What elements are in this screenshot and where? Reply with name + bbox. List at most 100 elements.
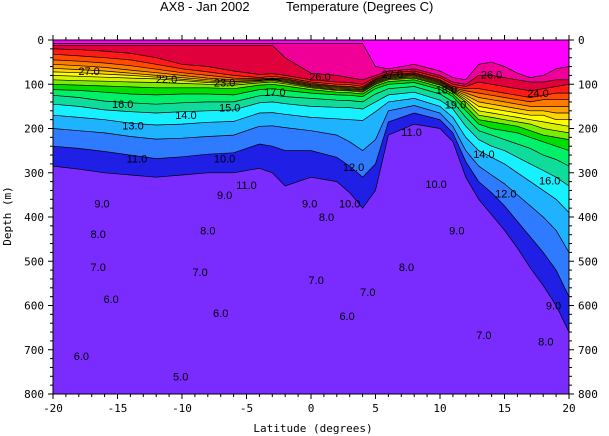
y-tick-label: 500: [24, 255, 44, 268]
isotherm-11c: [53, 112, 569, 297]
y-tick-label: 0: [37, 34, 44, 47]
contour-label-9-0: 9.0: [546, 301, 561, 313]
isotherm-25c: [53, 48, 569, 92]
isotherm-27c: [53, 43, 569, 81]
x-tick-label: -15: [108, 402, 128, 415]
contour-label-6-0: 6.0: [74, 351, 89, 363]
x-axis: -20 -15 -10 -5 0 5 10 15 20: [43, 35, 576, 415]
contour-label-16-0: 16.0: [539, 176, 560, 188]
contour-label-11-0: 11.0: [127, 154, 148, 166]
contour-label-27-0: 27.0: [382, 69, 403, 81]
y-tick-label: 200: [24, 123, 44, 136]
contour-label-5-0: 5.0: [173, 372, 188, 384]
band-above-27c: [53, 40, 569, 80]
isotherm-14c: [53, 91, 569, 187]
contour-label-7-0: 7.0: [192, 267, 207, 279]
y-tick-label-right: 500: [578, 255, 598, 268]
contour-label-9-0: 9.0: [94, 199, 109, 211]
y-tick-label: 300: [24, 167, 44, 180]
y-tick-label-right: 400: [578, 211, 598, 224]
contour-label-8-0: 8.0: [319, 212, 334, 224]
contour-label-13-0: 13.0: [122, 120, 143, 132]
contour-label-10-0: 10.0: [214, 154, 235, 166]
isotherm-22c: [53, 63, 569, 107]
contour-label-14-0: 14.0: [473, 149, 494, 161]
contour-label-10-0: 10.0: [339, 199, 360, 211]
x-tick-label: -20: [43, 402, 63, 415]
isotherm-20c: [53, 71, 569, 121]
isotherm-24c: [53, 53, 569, 98]
y-tick-label: 400: [24, 211, 44, 224]
x-tick-label: 20: [562, 402, 575, 415]
contour-label-8-0: 8.0: [91, 229, 106, 241]
x-tick-label: 5: [372, 402, 379, 415]
y-tick-label-right: 0: [578, 34, 585, 47]
contour-label-24-0: 24.0: [527, 88, 548, 100]
isotherm-17c: [53, 79, 569, 140]
contour-label-16-0: 16.0: [112, 99, 133, 111]
contour-label-14-0: 14.0: [175, 110, 196, 122]
y-tick-label-right: 100: [578, 78, 598, 91]
contour-labels: 27.0 22.0 23.0 17.0 26.0 27.0 26.0 24.0 18.0 19.0…: [74, 66, 561, 384]
x-axis-title: Latitude (degrees): [253, 422, 372, 435]
contour-label-12-0: 12.0: [343, 162, 364, 174]
y-axis-right: 0 100 200 300 400 500 600 700 800: [569, 34, 598, 401]
contour-label-6-0: 6.0: [103, 294, 118, 306]
x-tick-label: 10: [433, 402, 446, 415]
contour-label-7-0: 7.0: [360, 287, 375, 299]
isotherm-16c: [53, 82, 569, 151]
contour-label-8-0: 8.0: [200, 225, 215, 237]
isotherm-26c: [53, 44, 569, 85]
contour-label-7-0: 7.0: [309, 275, 324, 287]
y-tick-label: 100: [24, 78, 44, 91]
contour-label-9-0: 9.0: [302, 199, 317, 211]
y-tick-label: 700: [24, 344, 44, 357]
contour-label-7-0: 7.0: [476, 330, 491, 342]
contour-label-19-0: 19.0: [445, 100, 466, 112]
contour-label-11-0: 11.0: [236, 180, 257, 192]
x-tick-label: 15: [498, 402, 511, 415]
contour-label-26-0: 26.0: [309, 72, 330, 84]
y-axis-left: 0 100 200 300 400 500 600 700 800: [24, 34, 53, 401]
contour-label-23-0: 23.0: [214, 78, 235, 90]
contour-label-17-0: 17.0: [264, 87, 285, 99]
y-tick-label-right: 600: [578, 300, 598, 313]
isotherm-19c: [53, 75, 569, 127]
contour-label-10-0: 10.0: [425, 179, 446, 191]
contour-label-6-0: 6.0: [213, 308, 228, 320]
x-tick-label: -10: [172, 402, 192, 415]
chart-title: AX8 - Jan 2002: [160, 0, 250, 14]
isotherm-21c: [53, 67, 569, 114]
contour-label-9-0: 9.0: [217, 190, 232, 202]
contour-label-8-0: 8.0: [399, 262, 414, 274]
contour-label-6-0: 6.0: [339, 311, 354, 323]
chart-subtitle: Temperature (Degrees C): [286, 0, 433, 14]
contour-label-8-0: 8.0: [538, 336, 553, 348]
y-tick-label-right: 200: [578, 123, 598, 136]
contour-label-27-0: 27.0: [78, 66, 99, 78]
y-axis-title: Depth (m): [1, 186, 14, 246]
isotherm-lines: [53, 43, 569, 333]
contour-label-12-0: 12.0: [495, 189, 516, 201]
y-tick-label: 800: [24, 388, 44, 401]
isotherm-15c: [53, 86, 569, 167]
y-tick-label-right: 800: [578, 388, 598, 401]
y-tick-label: 600: [24, 300, 44, 313]
contour-label-18-0: 18.0: [436, 85, 457, 97]
y-tick-label-right: 300: [578, 167, 598, 180]
contour-label-15-0: 15.0: [219, 103, 240, 115]
x-tick-label: -5: [240, 402, 253, 415]
contour-label-26-0: 26.0: [481, 70, 502, 82]
contour-label-22-0: 22.0: [156, 74, 177, 86]
contour-label-11-0: 11.0: [401, 127, 422, 139]
isotherm-10c: [53, 123, 569, 333]
contour-label-7-0: 7.0: [91, 262, 106, 274]
isotherm-12c: [53, 105, 569, 253]
isotherm-18c: [53, 77, 569, 134]
contour-label-9-0: 9.0: [449, 225, 464, 237]
y-tick-label-right: 700: [578, 344, 598, 357]
x-tick-label: 0: [308, 402, 315, 415]
isotherm-13c: [53, 98, 569, 213]
isotherm-23c: [53, 59, 569, 103]
